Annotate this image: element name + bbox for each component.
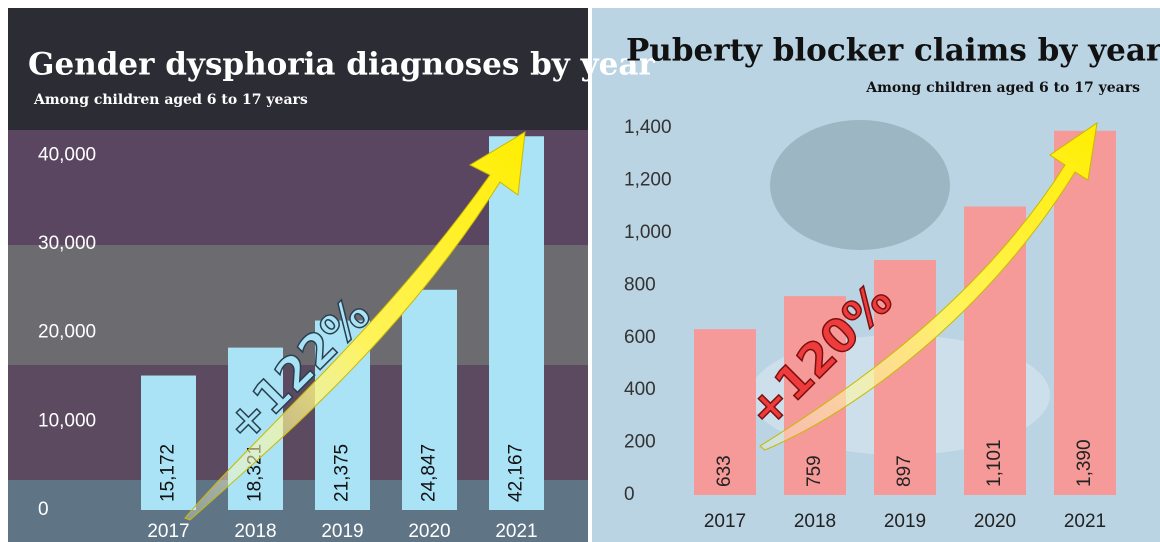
x-tick-label: 2018 xyxy=(234,521,276,542)
y-tick-label: 10,000 xyxy=(38,410,96,431)
value-label: 897 xyxy=(894,455,915,487)
value-label: 633 xyxy=(714,455,735,487)
bar xyxy=(489,136,544,510)
x-tick-label: 2017 xyxy=(147,521,189,542)
bar xyxy=(1054,130,1116,495)
value-label: 42,167 xyxy=(506,444,527,502)
value-label: 15,172 xyxy=(158,444,179,502)
trend-arrow xyxy=(759,121,1098,451)
x-tick-label: 2021 xyxy=(495,521,537,542)
value-label: 759 xyxy=(804,455,825,487)
y-tick-label: 600 xyxy=(624,327,656,348)
chart-subtitle: Among children aged 6 to 17 years xyxy=(33,92,308,108)
x-tick-label: 2018 xyxy=(794,511,836,532)
y-tick-label: 20,000 xyxy=(38,322,96,343)
x-tick-label: 2021 xyxy=(1064,511,1106,532)
value-label: 1,390 xyxy=(1074,439,1095,487)
chart-subtitle: Among children aged 6 to 17 years xyxy=(865,80,1140,96)
x-tick-label: 2019 xyxy=(884,511,926,532)
y-tick-label: 400 xyxy=(624,379,656,400)
chart-title: Puberty blocker claims by year xyxy=(626,33,1160,69)
y-tick-label: 1,400 xyxy=(624,117,672,138)
trend-arrow xyxy=(184,131,526,521)
value-label: 1,101 xyxy=(984,439,1005,487)
y-tick-label: 800 xyxy=(624,274,656,295)
bar xyxy=(694,329,756,495)
x-tick-label: 2020 xyxy=(974,511,1016,532)
value-label: 24,847 xyxy=(419,444,440,502)
y-tick-label: 30,000 xyxy=(38,233,96,254)
right-chart: Puberty blocker claims by year Among chi… xyxy=(624,33,1160,533)
y-tick-label: 200 xyxy=(624,432,656,453)
chart-title: Gender dysphoria diagnoses by year xyxy=(28,47,655,83)
bar xyxy=(402,289,457,510)
y-tick-label: 0 xyxy=(624,484,635,505)
value-label: 21,375 xyxy=(332,444,353,502)
y-tick-label: 1,000 xyxy=(624,222,672,243)
x-tick-label: 2019 xyxy=(321,521,363,542)
y-tick-label: 0 xyxy=(38,499,49,520)
bar xyxy=(141,375,196,510)
y-tick-label: 1,200 xyxy=(624,170,672,191)
x-tick-label: 2020 xyxy=(408,521,450,542)
x-tick-label: 2017 xyxy=(704,511,746,532)
y-tick-label: 40,000 xyxy=(38,144,96,165)
